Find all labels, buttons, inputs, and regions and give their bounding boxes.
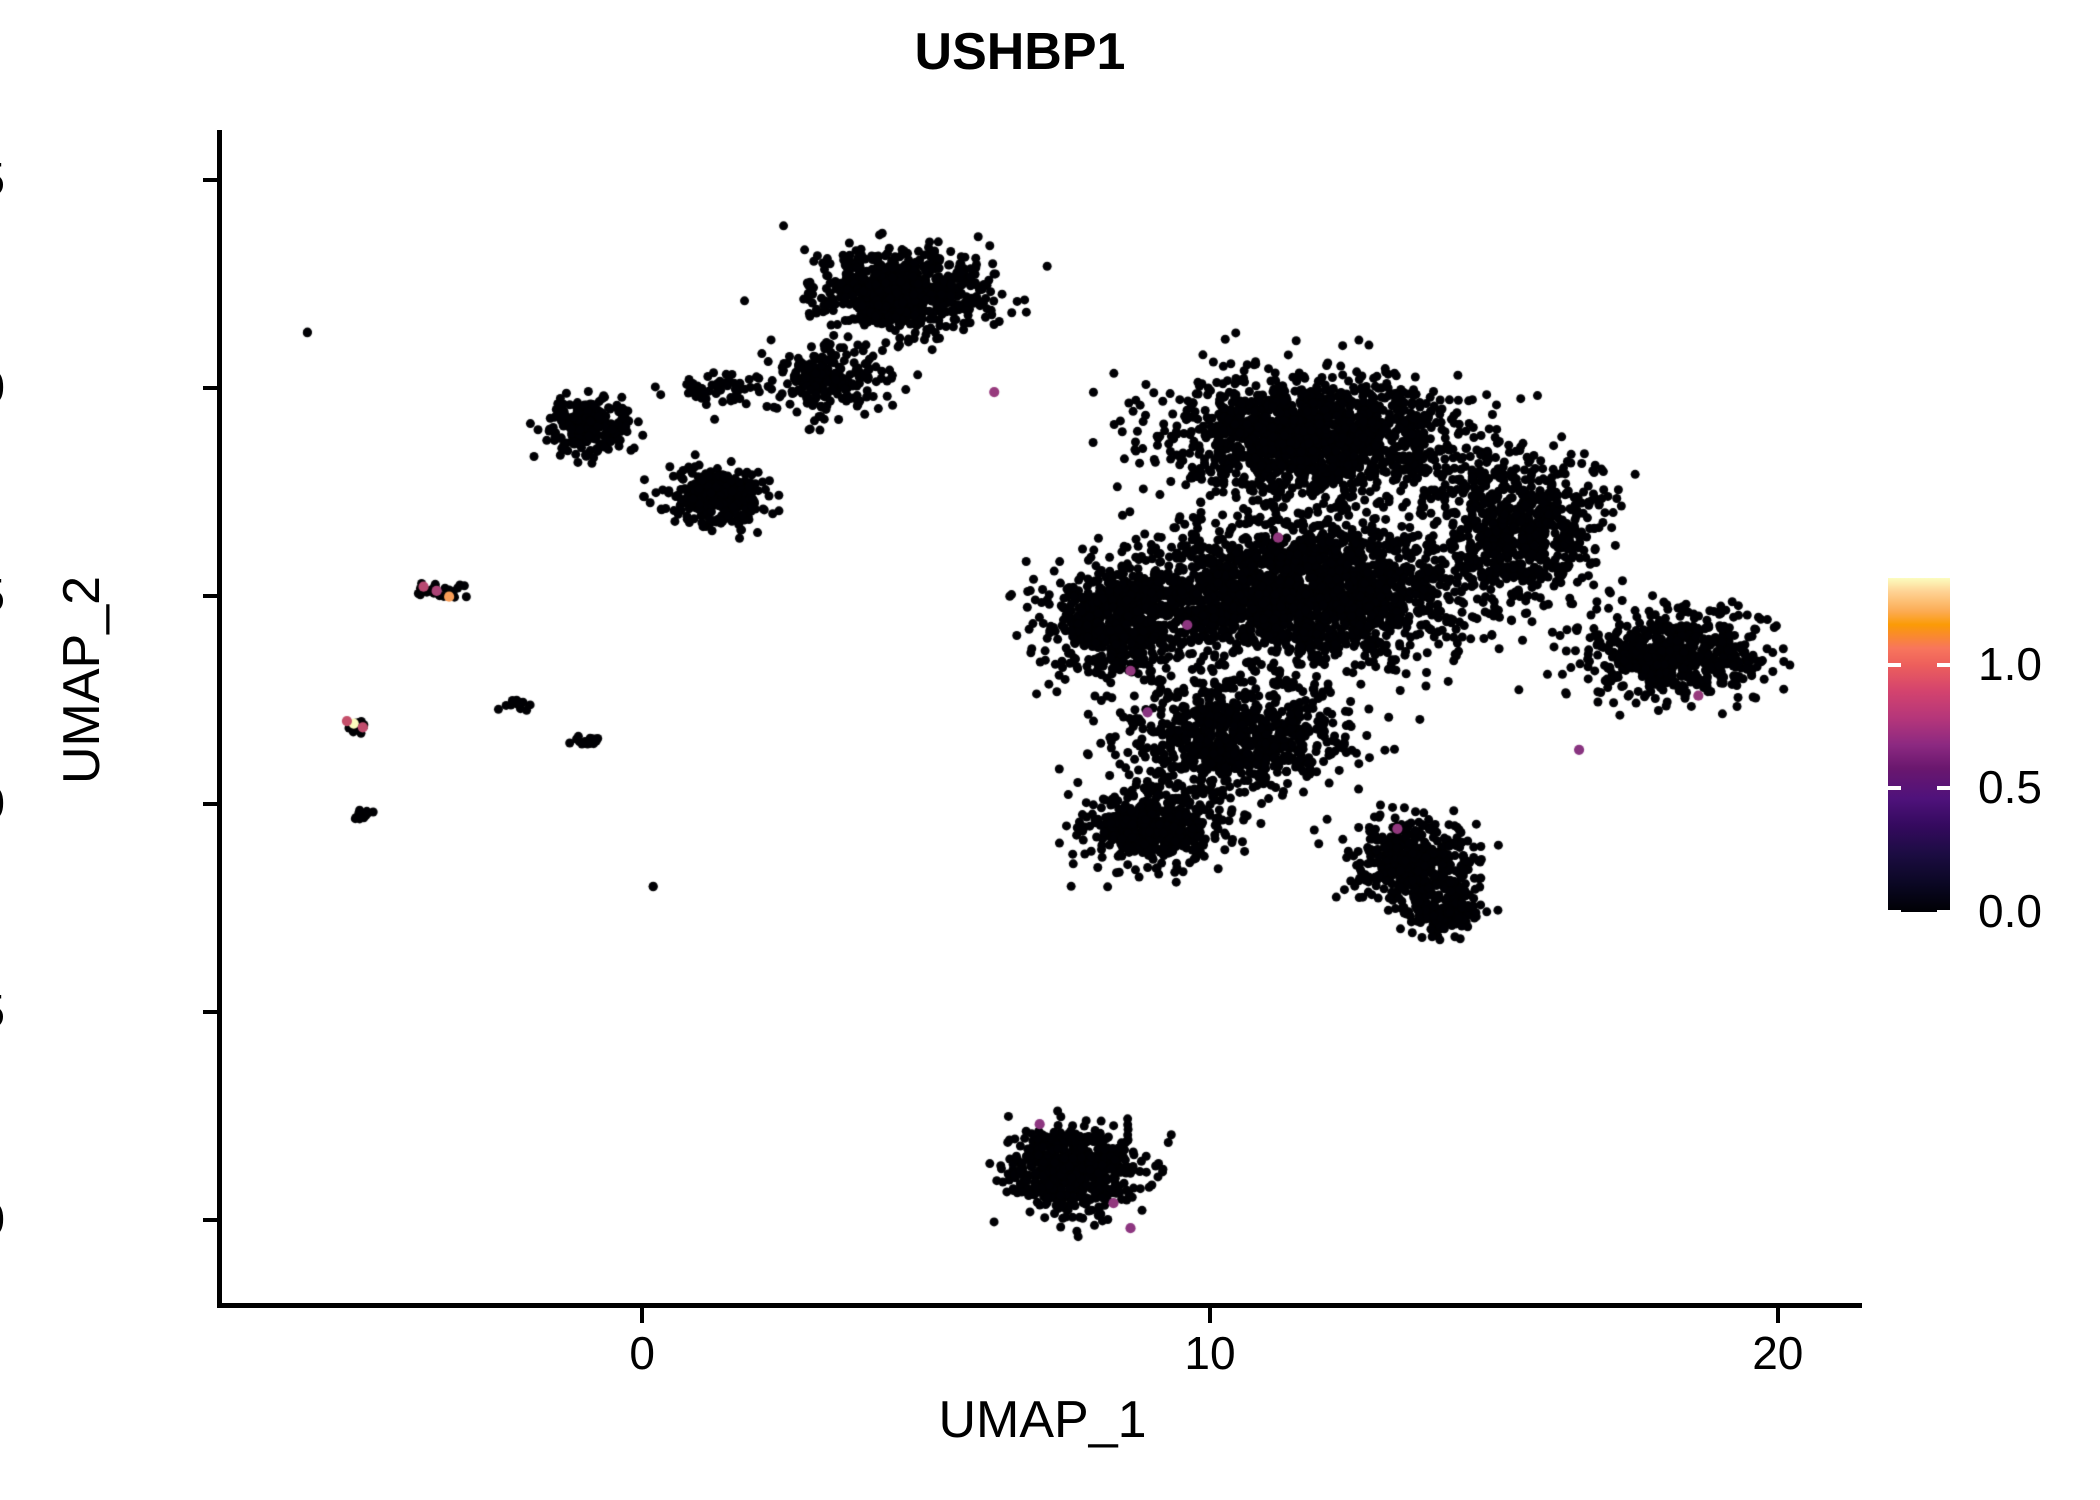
colorbar-tick-label: 0.0 [1978,885,2042,937]
x-tick-mark [640,1308,645,1323]
y-tick-label: 5 [0,572,5,618]
colorbar-legend [1888,578,1950,914]
colorbar-tick-mark [1888,662,1901,667]
x-axis-line [217,1303,1862,1308]
colorbar-tick-mark [1937,786,1950,791]
colorbar-tick-mark [1937,910,1950,914]
y-tick-mark [203,177,218,182]
colorbar-tick-mark [1888,786,1901,791]
colorbar-tick-label: 0.5 [1978,761,2042,814]
y-axis-line [217,130,222,1308]
colorbar-tick-mark [1937,662,1950,667]
colorbar-tick-mark [1888,910,1901,914]
y-tick-mark [203,385,218,390]
x-tick-label: 20 [1752,1327,1804,1379]
colorbar-gradient [1888,578,1950,912]
x-tick-mark [1775,1308,1780,1323]
y-tick-mark [203,1217,218,1222]
x-tick-label: 0 [629,1327,655,1379]
y-axis-title: UMAP_2 [53,575,111,785]
y-tick-mark [203,593,218,598]
page-title: USHBP1 [914,23,1126,81]
x-tick-mark [1208,1308,1212,1323]
y-tick-label: 10 [0,364,5,410]
y-tick-label: 15 [0,156,5,202]
y-tick-label: -5 [0,988,5,1034]
x-axis-title: UMAP_1 [938,1391,1147,1449]
y-tick-mark [203,1009,218,1014]
colorbar-tick-label: 1.0 [1978,637,2042,690]
x-tick-label: 10 [1184,1327,1236,1379]
y-tick-mark [203,801,218,806]
y-tick-label: -10 [0,1196,5,1242]
y-tick-label: 0 [0,780,5,826]
